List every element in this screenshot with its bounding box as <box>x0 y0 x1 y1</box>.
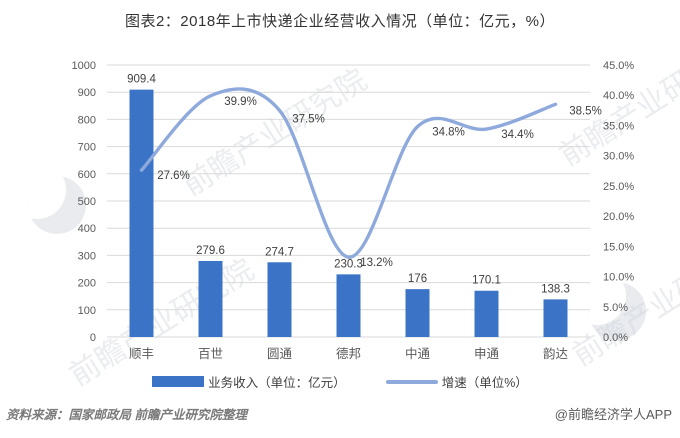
bar-韵达 <box>543 299 568 337</box>
left-axis-tick: 200 <box>78 278 96 290</box>
right-axis-tick: 25.0% <box>603 181 634 193</box>
right-axis-tick: 30.0% <box>603 151 634 163</box>
left-axis-tick: 1000 <box>72 60 96 72</box>
left-axis-tick: 600 <box>78 169 96 181</box>
bar-中通 <box>405 289 430 337</box>
bar-圆通 <box>267 262 292 337</box>
chart-legend: 业务收入（单位：亿元） 增速（单位%） <box>0 372 680 391</box>
right-axis-tick: 20.0% <box>603 211 634 223</box>
line-value-label: 34.4% <box>501 129 534 141</box>
line-value-label: 38.5% <box>569 105 602 117</box>
right-axis-tick: 5.0% <box>603 302 628 314</box>
bar-swatch-icon <box>152 376 205 387</box>
line-value-label: 34.8% <box>432 127 465 139</box>
bar-value-label: 279.6 <box>196 245 225 257</box>
x-axis-label-百世: 百世 <box>198 347 223 361</box>
left-axis-tick: 700 <box>78 142 96 154</box>
footer: 资料来源：国家邮政局 前瞻产业研究院整理 @前瞻经济学人APP <box>0 404 680 423</box>
x-axis-label-德邦: 德邦 <box>336 346 361 361</box>
right-axis-tick: 0.0% <box>603 332 628 344</box>
legend-label-growth: 增速（单位%） <box>441 376 528 390</box>
bar-value-label: 170.1 <box>472 275 501 287</box>
left-axis-tick: 0 <box>90 332 96 344</box>
bar-value-label: 176 <box>408 273 427 285</box>
right-axis-tick: 10.0% <box>603 272 634 284</box>
bar-德邦 <box>336 274 361 337</box>
left-axis-tick: 300 <box>78 250 96 262</box>
line-swatch-icon <box>385 379 438 384</box>
right-axis-tick: 35.0% <box>603 120 634 132</box>
legend-label-revenue: 业务收入（单位：亿元） <box>208 376 346 390</box>
line-value-label: 27.6% <box>157 170 190 182</box>
bar-value-label: 274.7 <box>265 246 294 258</box>
left-axis-tick: 100 <box>78 305 96 317</box>
bar-value-label: 138.3 <box>541 283 570 295</box>
bar-百世 <box>198 260 223 337</box>
legend-item-growth: 增速（单位%） <box>385 372 528 391</box>
x-axis-label-申通: 申通 <box>474 347 500 361</box>
right-axis-tick: 40.0% <box>603 90 634 102</box>
line-value-label: 39.9% <box>224 96 257 108</box>
left-axis-tick: 900 <box>78 87 96 99</box>
right-axis-tick: 45.0% <box>603 60 634 72</box>
line-value-label: 13.2% <box>360 257 393 269</box>
growth-line <box>139 87 558 259</box>
right-axis-tick: 15.0% <box>603 241 634 253</box>
bar-value-label: 909.4 <box>127 74 156 86</box>
left-axis-tick: 400 <box>78 223 96 235</box>
x-axis-label-圆通: 圆通 <box>267 347 293 361</box>
bar-value-label: 230.3 <box>334 258 363 270</box>
x-axis-label-顺丰: 顺丰 <box>129 347 154 361</box>
legend-item-revenue: 业务收入（单位：亿元） <box>152 372 346 391</box>
attribution: @前瞻经济学人APP <box>554 407 672 422</box>
x-axis-label-韵达: 韵达 <box>543 346 569 361</box>
left-axis-tick: 800 <box>78 114 96 126</box>
bar-顺丰 <box>129 89 154 337</box>
left-axis-tick: 500 <box>78 196 96 208</box>
x-axis-label-中通: 中通 <box>405 346 431 361</box>
source-note: 资料来源：国家邮政局 前瞻产业研究院整理 <box>6 408 247 422</box>
chart-title: 图表2：2018年上市快递企业经营收入情况（单位：亿元，%） <box>124 13 556 30</box>
bar-申通 <box>474 290 499 337</box>
line-value-label: 37.5% <box>292 113 325 125</box>
